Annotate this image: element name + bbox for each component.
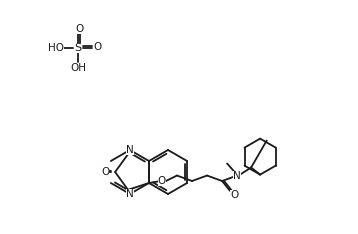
Text: OH: OH — [70, 63, 86, 73]
Text: HO: HO — [48, 43, 64, 53]
Text: O: O — [93, 42, 101, 52]
Text: N: N — [233, 171, 241, 180]
Text: N: N — [126, 189, 134, 199]
Text: O: O — [101, 167, 109, 177]
Text: O: O — [230, 190, 238, 200]
Text: O: O — [75, 24, 83, 34]
Text: N: N — [126, 145, 134, 155]
Text: S: S — [74, 43, 82, 53]
Text: O: O — [158, 176, 166, 186]
